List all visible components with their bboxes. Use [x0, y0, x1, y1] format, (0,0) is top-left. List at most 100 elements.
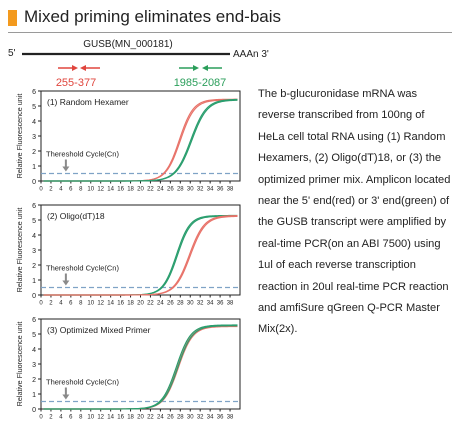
y-tick-label: 3	[32, 248, 36, 255]
x-tick-label: 22	[147, 187, 154, 193]
x-tick-label: 10	[87, 415, 94, 421]
plot-title: (2) Oligo(dT)18	[47, 211, 105, 221]
y-tick-label: 6	[32, 89, 36, 96]
y-axis-label: Relative Fluorescence unit	[15, 322, 24, 407]
amplification-curve	[43, 325, 238, 410]
amplicon-5-label: 255-377	[56, 77, 96, 89]
reverse-primer-5-head	[80, 65, 86, 71]
x-tick-label: 30	[187, 187, 194, 193]
x-tick-label: 28	[177, 187, 184, 193]
x-tick-label: 10	[87, 187, 94, 193]
x-tick-label: 0	[39, 187, 43, 193]
x-tick-label: 2	[49, 415, 53, 421]
x-tick-label: 8	[79, 301, 83, 307]
threshold-arrow-head	[62, 394, 70, 400]
x-tick-label: 28	[177, 415, 184, 421]
x-tick-label: 38	[227, 187, 234, 193]
x-tick-label: 32	[197, 187, 204, 193]
amplification-curve	[43, 99, 238, 182]
y-tick-label: 6	[32, 317, 36, 324]
x-tick-label: 16	[117, 415, 124, 421]
x-tick-label: 38	[227, 301, 234, 307]
x-tick-label: 36	[217, 187, 224, 193]
x-tick-label: 6	[69, 187, 73, 193]
x-tick-label: 26	[167, 187, 174, 193]
y-tick-label: 2	[32, 263, 36, 270]
y-tick-label: 0	[32, 407, 36, 414]
amplification-curve	[43, 98, 238, 182]
forward-primer-5-head	[72, 65, 78, 71]
x-tick-label: 26	[167, 415, 174, 421]
amplicon-3-label: 1985-2087	[174, 77, 227, 89]
description-text: The b-glucuronidase mRNA was reverse tra…	[258, 88, 451, 336]
y-tick-label: 1	[32, 278, 36, 285]
y-tick-label: 4	[32, 347, 36, 354]
x-tick-label: 4	[59, 187, 63, 193]
primer-arrows-3-end	[179, 65, 222, 71]
x-tick-label: 12	[97, 301, 104, 307]
primer-arrows-5-end	[58, 65, 100, 71]
x-tick-label: 2	[49, 187, 53, 193]
forward-primer-3-head	[193, 65, 199, 71]
amplification-curve	[43, 324, 238, 410]
y-tick-label: 6	[32, 203, 36, 210]
header-accent-bar	[8, 10, 17, 26]
x-tick-label: 22	[147, 301, 154, 307]
threshold-label: Thereshold Cycle(Cn)	[46, 264, 119, 273]
y-tick-label: 1	[32, 164, 36, 171]
y-tick-label: 3	[32, 362, 36, 369]
amplification-curve	[43, 215, 238, 296]
y-tick-label: 5	[32, 218, 36, 225]
y-tick-label: 5	[32, 104, 36, 111]
threshold-label: Thereshold Cycle(Cn)	[46, 378, 119, 387]
plot-title: (1) Random Hexamer	[47, 97, 129, 107]
x-tick-label: 24	[157, 415, 164, 421]
plot-title: (3) Optimized Mixed Primer	[47, 325, 151, 335]
x-tick-label: 30	[187, 301, 194, 307]
x-tick-label: 38	[227, 415, 234, 421]
x-tick-label: 34	[207, 301, 214, 307]
x-tick-label: 18	[127, 415, 134, 421]
x-tick-label: 18	[127, 301, 134, 307]
y-tick-label: 0	[32, 179, 36, 186]
x-tick-label: 2	[49, 301, 53, 307]
amplification-curve	[43, 325, 238, 410]
amplification-curve	[43, 215, 238, 296]
x-tick-label: 14	[107, 301, 114, 307]
x-tick-label: 20	[137, 415, 144, 421]
y-tick-label: 1	[32, 392, 36, 399]
x-tick-label: 8	[79, 187, 83, 193]
x-tick-label: 16	[117, 187, 124, 193]
x-tick-label: 34	[207, 187, 214, 193]
x-tick-label: 20	[137, 187, 144, 193]
y-axis-label: Relative Fluorescence unit	[15, 208, 24, 293]
x-tick-label: 26	[167, 301, 174, 307]
threshold-arrow-head	[62, 280, 70, 286]
x-tick-label: 18	[127, 187, 134, 193]
y-tick-label: 3	[32, 134, 36, 141]
y-tick-label: 4	[32, 119, 36, 126]
y-tick-label: 2	[32, 377, 36, 384]
y-tick-label: 2	[32, 149, 36, 156]
x-tick-label: 36	[217, 301, 224, 307]
reverse-primer-3-head	[202, 65, 208, 71]
amplification-curve	[43, 98, 238, 182]
x-tick-label: 4	[59, 301, 63, 307]
amplification-curve	[43, 214, 238, 296]
x-tick-label: 32	[197, 415, 204, 421]
amplification-curve	[43, 215, 238, 296]
x-tick-label: 0	[39, 301, 43, 307]
x-tick-label: 6	[69, 415, 73, 421]
header-divider	[8, 32, 452, 33]
gene-map: 5' GUSB(MN_000181) AAAn 3' 255-377 1985-…	[8, 39, 269, 89]
amplification-curve	[43, 99, 238, 182]
y-tick-label: 0	[32, 293, 36, 300]
x-tick-label: 4	[59, 415, 63, 421]
x-tick-label: 14	[107, 415, 114, 421]
x-tick-label: 30	[187, 415, 194, 421]
x-tick-label: 24	[157, 187, 164, 193]
gene-map-right-label: AAAn 3'	[233, 49, 269, 60]
